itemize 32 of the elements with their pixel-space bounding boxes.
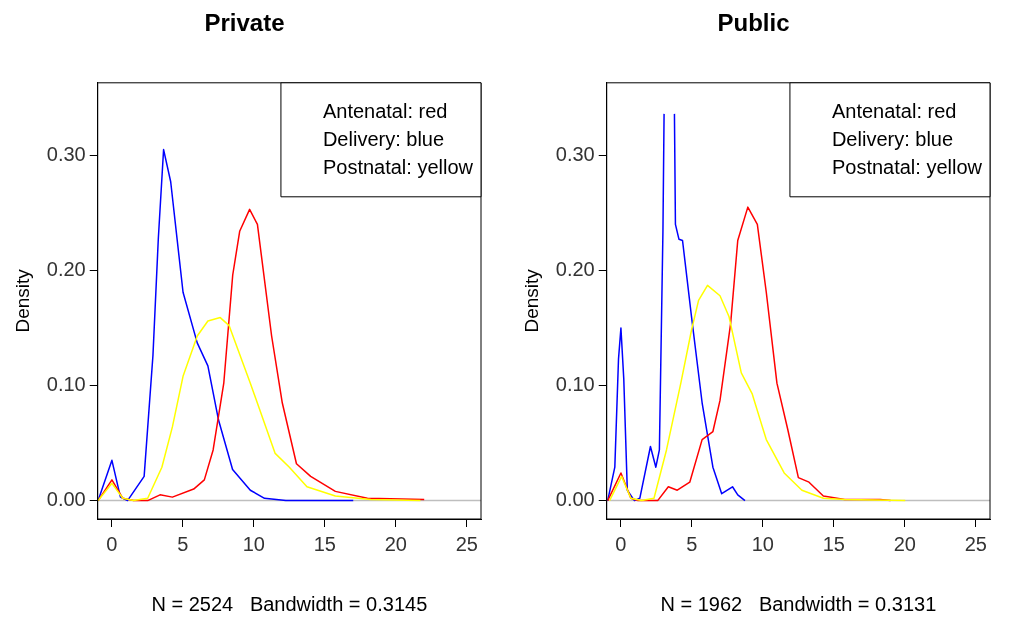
x-tick-label: 0 xyxy=(106,532,118,555)
annotation: Delivery: blue xyxy=(831,128,954,151)
x-tick-label: 0 xyxy=(615,532,627,555)
x-tick-label: 15 xyxy=(313,532,336,555)
y-tick-label: 0.20 xyxy=(46,257,86,280)
x-tick-label: 5 xyxy=(177,532,189,555)
y-axis-title: Density xyxy=(520,268,542,333)
y-axis-title: Density xyxy=(11,268,33,333)
annotation: Antenatal: red xyxy=(322,100,448,123)
y-tick-label: 0.20 xyxy=(555,257,595,280)
x-tick-label: 25 xyxy=(455,532,478,555)
annotation: Delivery: blue xyxy=(322,128,445,151)
chart-title: Private xyxy=(204,9,285,37)
x-tick-label: 10 xyxy=(751,532,774,555)
x-tick-label: 20 xyxy=(384,532,407,555)
x-tick-label: 10 xyxy=(242,532,265,555)
x-tick-label: 15 xyxy=(822,532,845,555)
x-axis-title: N = 1962 Bandwidth = 0.3131 xyxy=(660,592,937,615)
x-axis-title: N = 2524 Bandwidth = 0.3145 xyxy=(151,592,428,615)
chart-title: Public xyxy=(717,9,790,37)
x-tick-label: 25 xyxy=(964,532,987,555)
annotation: Postnatal: yellow xyxy=(831,156,983,179)
y-tick-label: 0.30 xyxy=(555,142,595,165)
y-tick-label: 0.10 xyxy=(555,373,595,396)
y-tick-label: 0.10 xyxy=(46,373,86,396)
annotation: Postnatal: yellow xyxy=(322,156,474,179)
y-tick-label: 0.30 xyxy=(46,142,86,165)
x-tick-label: 20 xyxy=(893,532,916,555)
annotation: Antenatal: red xyxy=(831,100,957,123)
y-tick-label: 0.00 xyxy=(46,488,86,511)
y-tick-label: 0.00 xyxy=(555,488,595,511)
x-tick-label: 5 xyxy=(686,532,698,555)
